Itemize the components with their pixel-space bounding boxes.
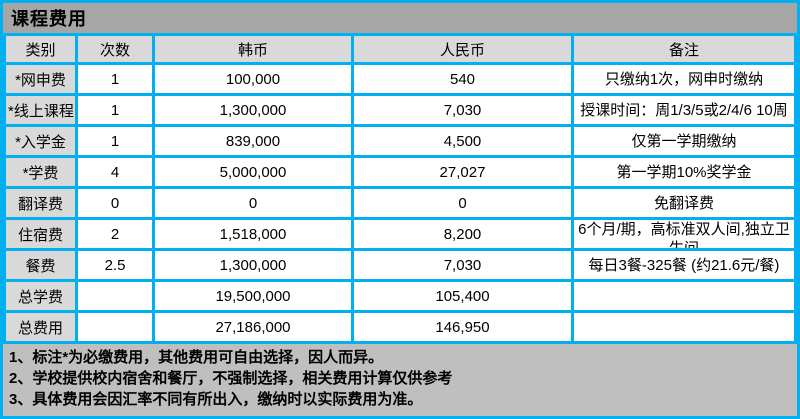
fee-note-text: 只缴纳1次，网申时缴纳 xyxy=(604,70,764,88)
footnote-line-1: 1、标注*为必缴费用，其他费用可自由选择，因人而异。 xyxy=(9,349,384,366)
fee-krw-cell: 5,000,000 xyxy=(152,155,354,189)
fee-note-text: 6个月/期，高标准双人间,独立卫生间 xyxy=(578,221,790,247)
fee-cny-cell: 4,500 xyxy=(351,124,574,158)
fee-note-text: 免翻译费 xyxy=(653,194,714,212)
fee-krw-cell: 19,500,000 xyxy=(152,279,354,313)
fee-times-cell: 1 xyxy=(75,93,155,127)
footnote-line-2: 2、学校提供校内宿舍和餐厅，不强制选择，相关费用计算仅供参考 xyxy=(9,370,453,387)
fee-krw-cell: 1,300,000 xyxy=(152,93,354,127)
fee-note-cell xyxy=(571,310,797,344)
fee-krw-cell: 839,000 xyxy=(152,124,354,158)
header-row: 类别 次数 韩币 人民币 备注 xyxy=(3,33,797,65)
table-row: 住宿费 2 1,518,000 8,200 6个月/期，高标准双人间,独立卫生间 xyxy=(3,217,797,251)
col-header-note: 备注 xyxy=(571,33,797,65)
fee-category-cell: *线上课程 xyxy=(3,93,78,127)
fee-table-body: *网申费 1 100,000 540 只缴纳1次，网申时缴纳 *线上课程 1 1… xyxy=(3,62,797,344)
fee-times-cell: 0 xyxy=(75,186,155,220)
fee-note-cell: 仅第一学期缴纳 xyxy=(571,124,797,158)
fee-cny-cell: 0 xyxy=(351,186,574,220)
fee-note-cell: 6个月/期，高标准双人间,独立卫生间 xyxy=(571,217,797,251)
fee-category-cell: 餐费 xyxy=(3,248,78,282)
fee-cny-cell: 146,950 xyxy=(351,310,574,344)
fee-note-cell: 只缴纳1次，网申时缴纳 xyxy=(571,62,797,96)
page-title: 课程费用 xyxy=(3,3,797,33)
fee-cny-cell: 7,030 xyxy=(351,93,574,127)
fee-cny-cell: 540 xyxy=(351,62,574,96)
fee-category-cell: 总学费 xyxy=(3,279,78,313)
fee-note-text: 仅第一学期缴纳 xyxy=(631,132,737,150)
fee-krw-cell: 0 xyxy=(152,186,354,220)
fee-times-cell: 2.5 xyxy=(75,248,155,282)
table-row: 总费用 27,186,000 146,950 xyxy=(3,310,797,344)
fee-cny-cell: 27,027 xyxy=(351,155,574,189)
fee-times-cell xyxy=(75,279,155,313)
fee-category-cell: *入学金 xyxy=(3,124,78,158)
fee-table: 类别 次数 韩币 人民币 备注 *网申费 1 100,000 540 只缴纳1次… xyxy=(3,33,797,344)
fee-note-cell: 每日3餐-325餐 (约21.6元/餐) xyxy=(571,248,797,282)
fee-krw-cell: 27,186,000 xyxy=(152,310,354,344)
fee-times-cell: 1 xyxy=(75,124,155,158)
table-row: *入学金 1 839,000 4,500 仅第一学期缴纳 xyxy=(3,124,797,158)
fee-category-cell: 总费用 xyxy=(3,310,78,344)
fee-cny-cell: 7,030 xyxy=(351,248,574,282)
fee-category-cell: 住宿费 xyxy=(3,217,78,251)
fee-note-cell: 第一学期10%奖学金 xyxy=(571,155,797,189)
fee-category-cell: *学费 xyxy=(3,155,78,189)
col-header-cny: 人民币 xyxy=(351,33,574,65)
fee-times-cell: 4 xyxy=(75,155,155,189)
fee-note-cell: 授课时间：周1/3/5或2/4/6 10周 xyxy=(571,93,797,127)
fee-note-text: 授课时间：周1/3/5或2/4/6 10周 xyxy=(580,101,788,119)
fee-note-text: 每日3餐-325餐 (约21.6元/餐) xyxy=(588,256,780,274)
fee-krw-cell: 100,000 xyxy=(152,62,354,96)
fee-note-cell: 免翻译费 xyxy=(571,186,797,220)
fee-krw-cell: 1,518,000 xyxy=(152,217,354,251)
fee-note-cell xyxy=(571,279,797,313)
footnotes: 1、标注*为必缴费用，其他费用可自由选择，因人而异。 2、学校提供校内宿舍和餐厅… xyxy=(3,344,797,416)
table-row: *线上课程 1 1,300,000 7,030 授课时间：周1/3/5或2/4/… xyxy=(3,93,797,127)
footnote-line-3: 3、具体费用会因汇率不同有所出入，缴纳时以实际费用为准。 xyxy=(9,391,423,408)
fee-category-cell: 翻译费 xyxy=(3,186,78,220)
fee-category-cell: *网申费 xyxy=(3,62,78,96)
col-header-times: 次数 xyxy=(75,33,155,65)
fee-note-text: 第一学期10%奖学金 xyxy=(616,163,752,181)
fee-cny-cell: 8,200 xyxy=(351,217,574,251)
col-header-krw: 韩币 xyxy=(152,33,354,65)
table-row: *网申费 1 100,000 540 只缴纳1次，网申时缴纳 xyxy=(3,62,797,96)
fee-krw-cell: 1,300,000 xyxy=(152,248,354,282)
fee-times-cell: 2 xyxy=(75,217,155,251)
fee-cny-cell: 105,400 xyxy=(351,279,574,313)
fee-times-cell: 1 xyxy=(75,62,155,96)
table-row: 翻译费 0 0 0 免翻译费 xyxy=(3,186,797,220)
fee-times-cell xyxy=(75,310,155,344)
table-row: 餐费 2.5 1,300,000 7,030 每日3餐-325餐 (约21.6元… xyxy=(3,248,797,282)
table-row: 总学费 19,500,000 105,400 xyxy=(3,279,797,313)
col-header-category: 类别 xyxy=(3,33,78,65)
table-row: *学费 4 5,000,000 27,027 第一学期10%奖学金 xyxy=(3,155,797,189)
